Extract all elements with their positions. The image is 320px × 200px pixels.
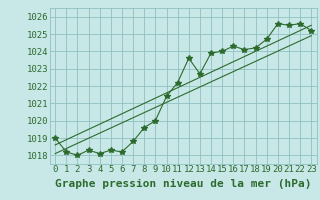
X-axis label: Graphe pression niveau de la mer (hPa): Graphe pression niveau de la mer (hPa) xyxy=(55,179,311,189)
